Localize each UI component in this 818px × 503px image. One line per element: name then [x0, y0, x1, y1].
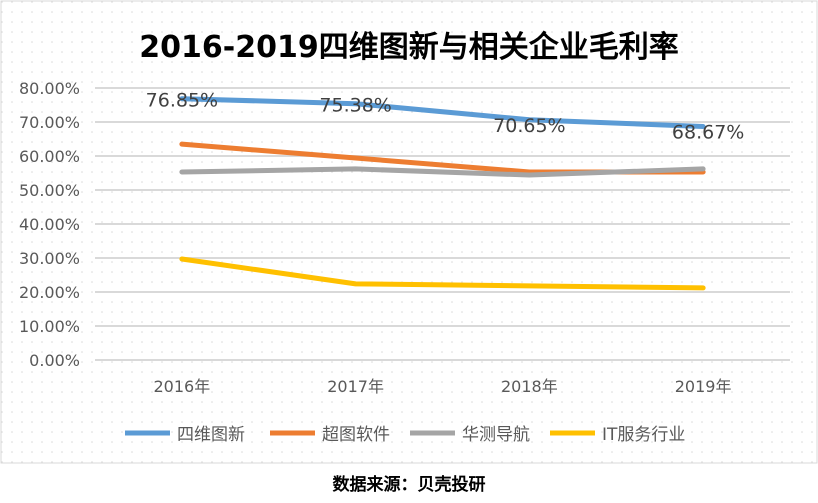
series-line-0: [179, 96, 706, 130]
x-tick-label: 2019年: [675, 377, 732, 396]
x-tick-label: 2017年: [327, 377, 384, 396]
data-label: 68.67%: [672, 122, 744, 144]
legend-label: 四维图新: [177, 425, 245, 445]
chart-title: 2016-2019四维图新与相关企业毛利率: [139, 30, 678, 65]
y-tick-label: 40.00%: [19, 215, 80, 234]
y-tick-label: 50.00%: [19, 181, 80, 200]
legend-label: 华测导航: [462, 425, 530, 445]
legend-label: IT服务行业: [602, 425, 685, 445]
y-tick-label: 20.00%: [19, 283, 80, 302]
y-tick-label: 30.00%: [19, 249, 80, 268]
y-tick-label: 60.00%: [19, 147, 80, 166]
series-line-2: [179, 166, 706, 178]
x-tick-label: 2016年: [154, 377, 211, 396]
data-label: 70.65%: [493, 115, 565, 137]
data-label: 76.85%: [146, 90, 218, 112]
y-tick-label: 0.00%: [29, 351, 80, 370]
chart-area: [0, 0, 818, 464]
legend-label: 超图软件: [322, 425, 390, 445]
y-tick-label: 80.00%: [19, 79, 80, 98]
x-tick-label: 2018年: [501, 377, 558, 396]
series-line-3: [179, 256, 706, 291]
y-tick-label: 70.00%: [19, 113, 80, 132]
source-note: 数据来源：贝壳投研: [333, 474, 486, 495]
data-label: 75.38%: [319, 95, 391, 117]
y-tick-label: 10.00%: [19, 317, 80, 336]
